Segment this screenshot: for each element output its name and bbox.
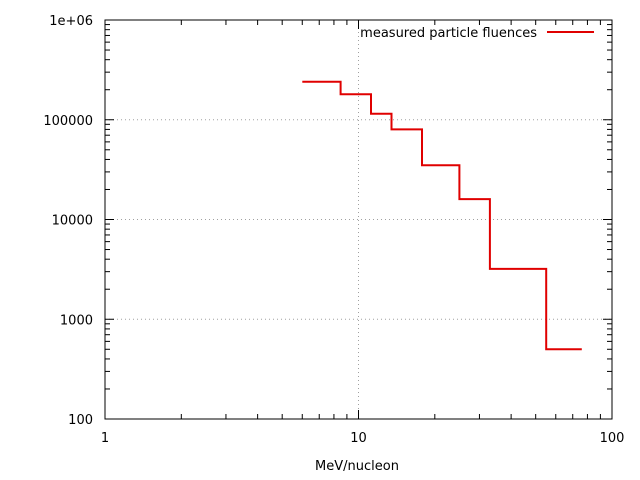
y-tick-labels: 100 1000 10000 100000 1e+06 [43,14,93,428]
y-tick-label: 1e+06 [49,14,93,29]
series-layer [302,80,582,351]
legend: measured particle fluences [360,26,594,41]
x-tick-label: 100 [600,431,625,446]
y-tick-label: 10000 [52,214,93,229]
legend-label: measured particle fluences [360,26,537,41]
x-tick-label: 10 [350,431,367,446]
x-axis-label: MeV/nucleon [315,459,399,474]
series-line-measured-particle-fluences [302,80,582,351]
y-tick-label: 100 [68,413,93,428]
y-tick-label: 100000 [43,114,93,129]
x-tick-labels: 1 10 100 [101,431,625,446]
x-tick-label: 1 [101,431,109,446]
plot-frame [104,19,613,420]
grid-lines [105,20,612,419]
y-tick-label: 1000 [60,313,93,328]
